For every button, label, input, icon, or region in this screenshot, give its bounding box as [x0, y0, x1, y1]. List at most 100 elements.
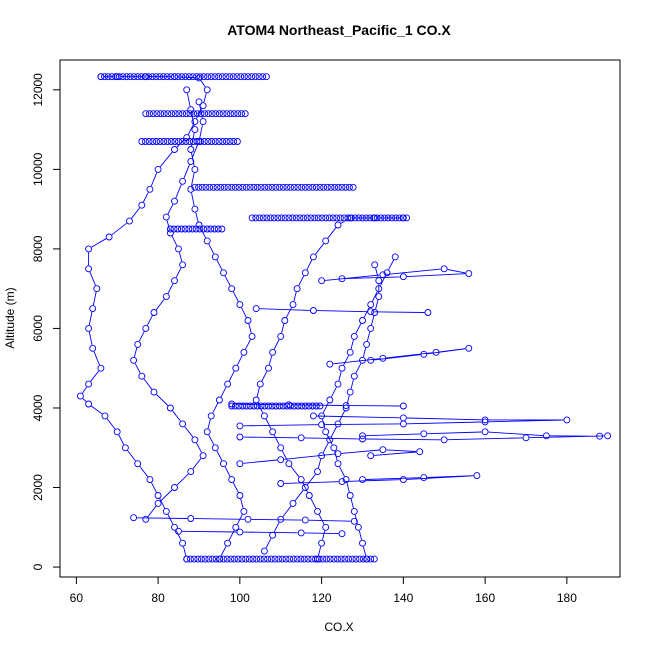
band-point — [235, 183, 243, 191]
band-point — [209, 555, 216, 563]
band-point — [264, 555, 272, 563]
band-point — [179, 110, 187, 118]
band-point — [115, 73, 123, 81]
band-point — [213, 183, 221, 191]
data-point — [342, 476, 350, 484]
data-point — [371, 309, 379, 316]
band-point — [191, 183, 199, 191]
band-point — [174, 225, 182, 233]
band-point — [250, 183, 258, 191]
data-point — [326, 360, 334, 368]
data-point — [399, 402, 407, 410]
band-point — [197, 110, 205, 118]
band-point — [305, 402, 313, 410]
data-point — [305, 492, 313, 499]
band-point — [215, 73, 223, 81]
band-point — [185, 225, 193, 233]
band-point — [178, 73, 186, 81]
data-point — [338, 364, 346, 372]
data-point — [330, 444, 338, 452]
band-point — [265, 183, 272, 191]
data-point — [187, 185, 195, 193]
data-point — [326, 436, 334, 444]
data-point — [211, 253, 219, 261]
band-point — [204, 138, 212, 145]
band-point — [195, 183, 203, 191]
band-point — [231, 402, 239, 410]
data-point — [93, 285, 101, 293]
band-point — [403, 214, 411, 222]
band-point — [138, 138, 146, 145]
band-point — [186, 555, 194, 563]
band-point — [219, 138, 227, 145]
data-point — [187, 157, 195, 165]
band-point — [193, 73, 200, 81]
band-point — [276, 183, 283, 191]
data-point — [215, 396, 223, 404]
y-tick-label: 10000 — [31, 152, 45, 186]
band-point — [197, 138, 205, 145]
band-point — [267, 214, 274, 222]
band-point — [137, 73, 145, 81]
band-point — [219, 110, 227, 118]
data-point — [236, 528, 244, 536]
band-point — [316, 402, 324, 410]
data-point — [85, 400, 93, 408]
band-point — [298, 183, 306, 191]
data-point — [309, 307, 317, 314]
data-point — [334, 460, 342, 468]
x-tick-label: 140 — [393, 591, 413, 605]
data-point — [138, 372, 146, 380]
band-point — [265, 402, 272, 410]
x-tick-label: 60 — [70, 591, 84, 605]
series-line-5 — [265, 268, 380, 549]
band-point — [164, 110, 172, 118]
data-point — [416, 448, 424, 456]
band-point — [233, 138, 241, 145]
band-point — [209, 183, 217, 191]
band-point — [200, 138, 208, 145]
data-point — [363, 340, 371, 348]
band-point — [275, 555, 283, 563]
band-point — [159, 73, 167, 81]
data-point — [359, 539, 366, 547]
band-point — [141, 73, 149, 81]
band-point — [287, 402, 294, 410]
data-point — [171, 197, 178, 205]
series-line-8 — [333, 348, 466, 365]
band-point — [204, 73, 212, 81]
band-point — [149, 138, 157, 145]
band-point — [308, 555, 316, 563]
band-point — [152, 73, 160, 81]
band-point — [156, 138, 164, 145]
data-point — [481, 428, 489, 436]
data-point — [220, 269, 227, 277]
data-point — [195, 98, 203, 106]
band-point — [246, 402, 254, 410]
data-point — [338, 530, 346, 538]
data-point — [240, 507, 248, 515]
band-point — [359, 555, 367, 563]
band-point — [334, 183, 342, 191]
data-point — [203, 237, 211, 245]
data-point — [604, 432, 612, 440]
band-point — [214, 225, 222, 233]
band-point — [194, 555, 202, 563]
data-point — [318, 277, 326, 285]
band-point — [215, 110, 223, 118]
band-point — [257, 402, 265, 410]
data-point — [187, 515, 195, 522]
band-point — [345, 555, 353, 563]
band-point — [355, 214, 363, 222]
band-point — [145, 73, 153, 81]
series-line-9 — [325, 268, 466, 281]
data-point — [269, 531, 277, 539]
band-point — [235, 402, 243, 410]
band-point — [181, 225, 189, 233]
band-point — [211, 138, 219, 145]
data-point — [260, 412, 268, 420]
data-point — [359, 432, 366, 440]
band-point — [182, 73, 189, 81]
data-point — [522, 434, 530, 442]
